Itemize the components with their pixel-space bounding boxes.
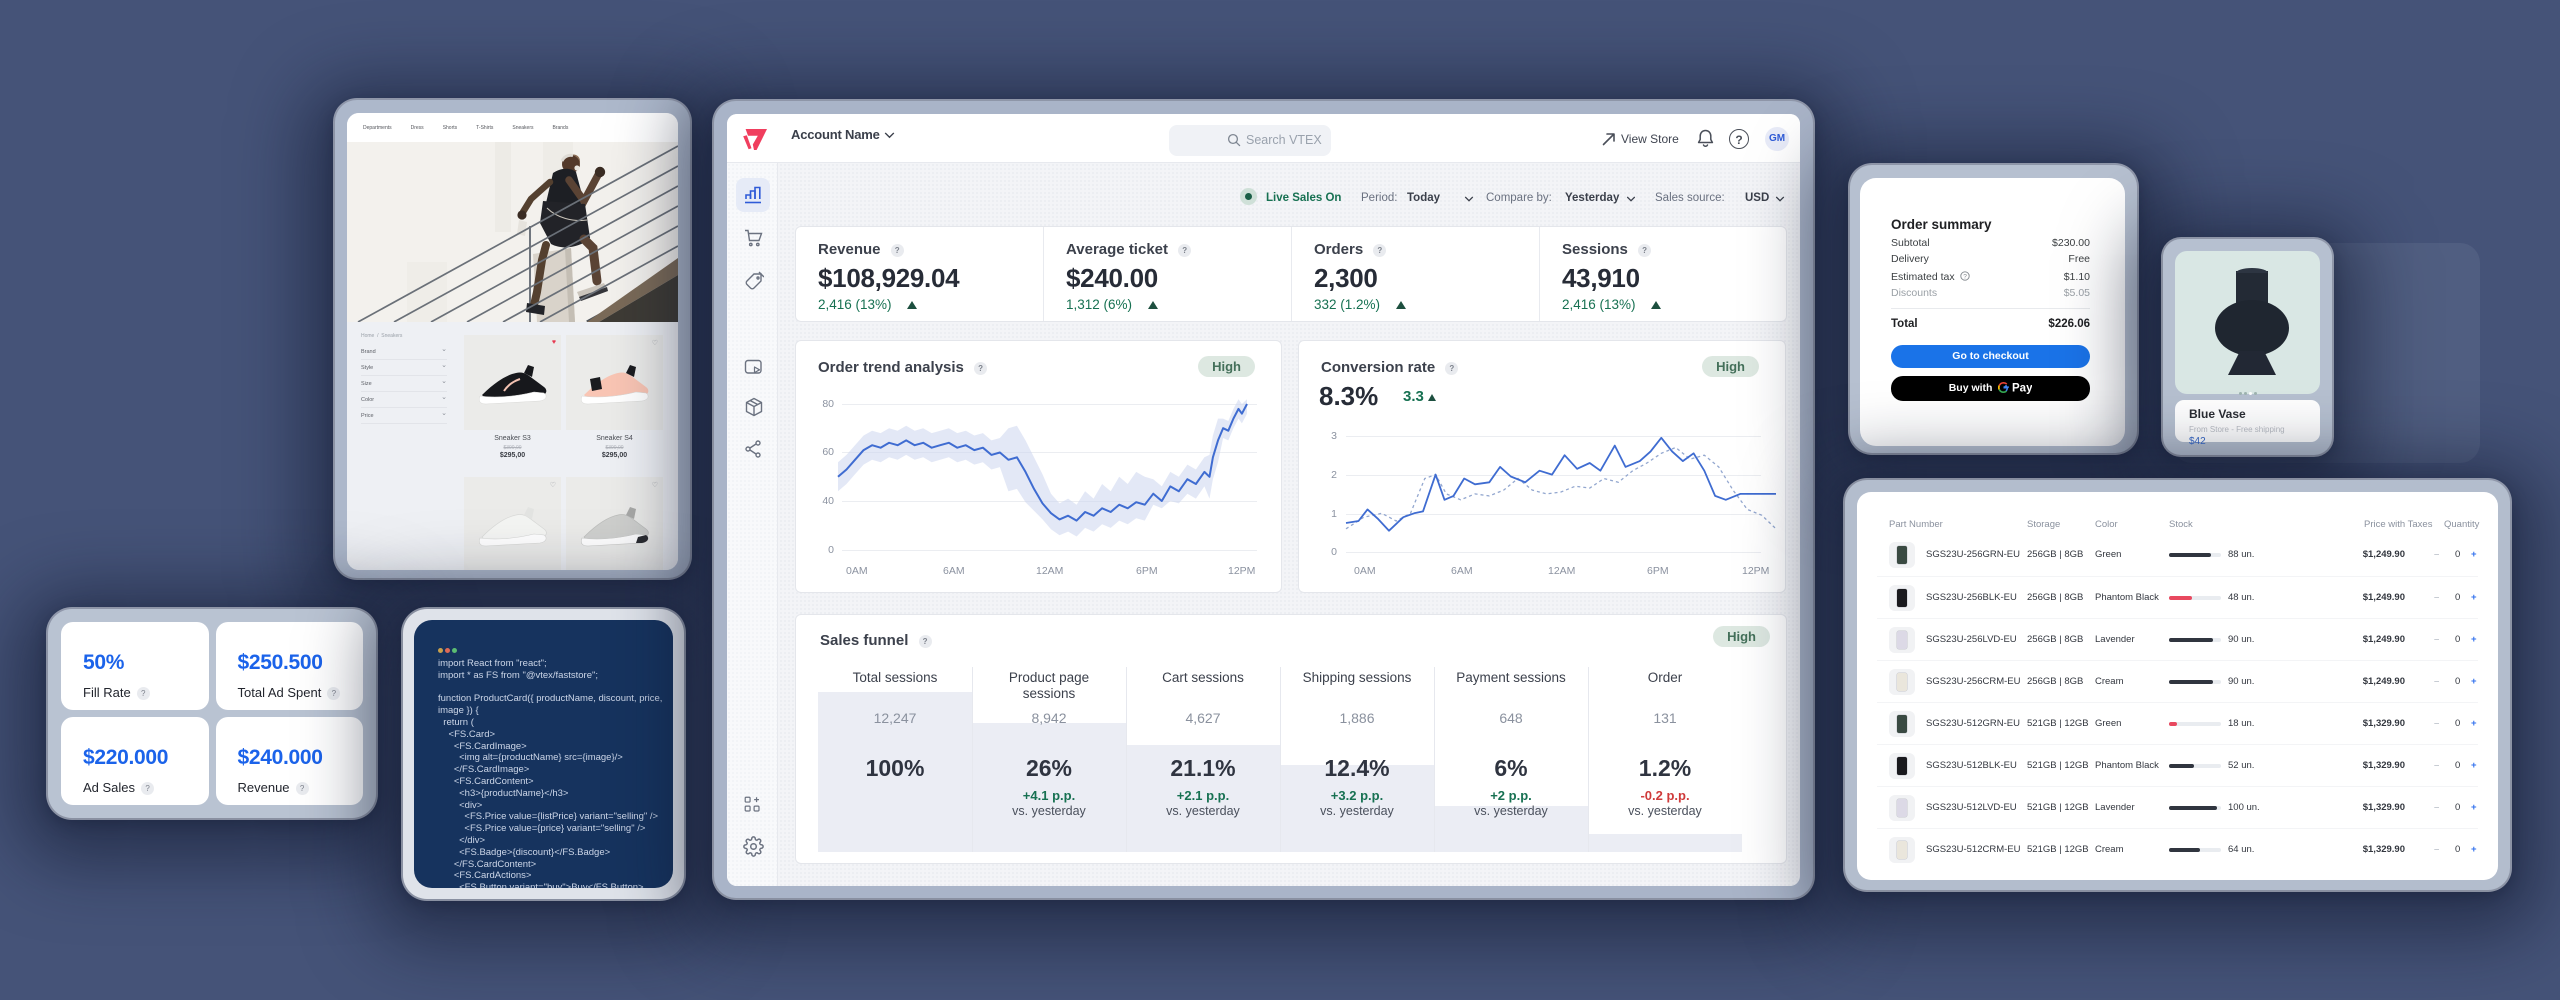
svg-text:?: ?: [1964, 273, 1968, 280]
svg-text:Pay: Pay: [2012, 382, 2032, 394]
